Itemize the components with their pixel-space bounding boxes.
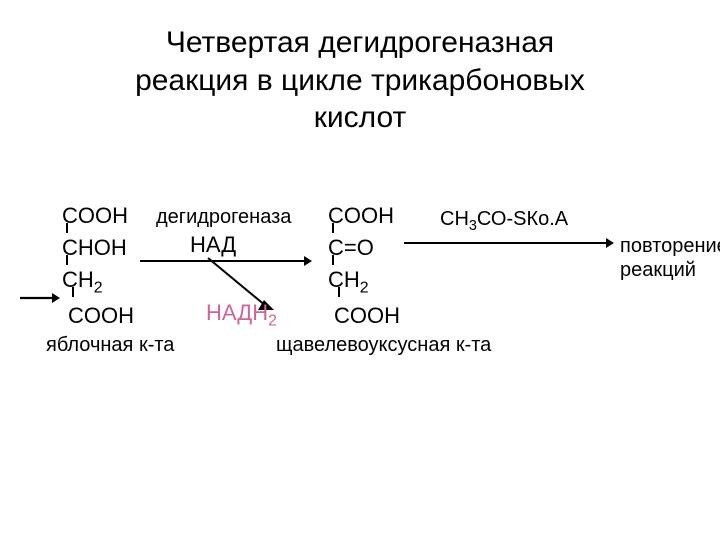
caption-oxaloacetic: щавелевоуксусная к-та xyxy=(276,334,491,357)
mol1-l1: COOH xyxy=(62,200,134,232)
title-line-3: кислот xyxy=(314,101,407,134)
arrow-reaction-2 xyxy=(404,236,614,250)
repeat-label: повторение реакций xyxy=(620,234,720,282)
title-line-2: реакция в цикле трикарбоновых xyxy=(135,64,585,97)
mol1-l4: COOH xyxy=(68,300,134,332)
enzyme-label: дегидрогеназа xyxy=(156,206,291,229)
product-nadh2: НАДН2 xyxy=(206,300,277,330)
arrow-in xyxy=(20,290,60,306)
slide-title: Четвертая дегидрогеназная реакция в цикл… xyxy=(0,0,720,137)
molecule-oxaloacetic: COOH C=O CH2 COOH xyxy=(328,200,400,332)
coa-label: СН3СО-SКо.А xyxy=(440,208,568,234)
title-line-1: Четвертая дегидрогеназная xyxy=(166,26,554,59)
mol2-l1: COOH xyxy=(328,200,400,232)
reaction-diagram: COOH CHOH CH2 COOH яблочная к-та дегидро… xyxy=(40,200,700,500)
caption-malic: яблочная к-та xyxy=(46,334,174,357)
molecule-malic: COOH CHOH CH2 COOH xyxy=(62,200,134,332)
mol1-l2: CHOH xyxy=(62,232,134,264)
mol2-l4: COOH xyxy=(334,300,400,332)
mol2-l2: C=O xyxy=(328,232,400,264)
